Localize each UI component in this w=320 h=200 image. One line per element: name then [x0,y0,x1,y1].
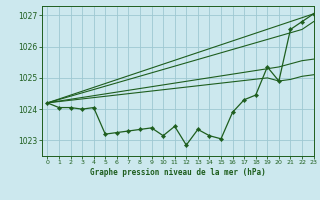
X-axis label: Graphe pression niveau de la mer (hPa): Graphe pression niveau de la mer (hPa) [90,168,266,177]
